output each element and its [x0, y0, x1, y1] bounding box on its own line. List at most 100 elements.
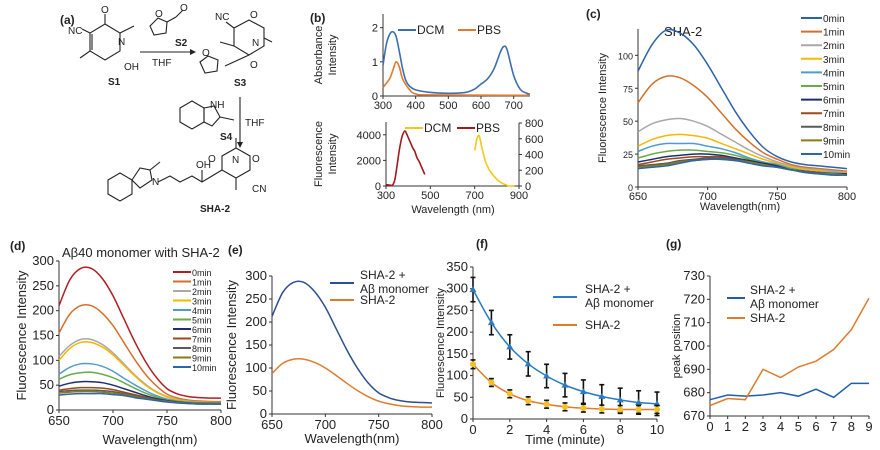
legend-label: 7min: [823, 109, 845, 120]
label-s3: S3: [234, 78, 247, 89]
y-tick-label: 0: [372, 91, 378, 103]
series-line: [385, 130, 426, 187]
molecule-s3: NC O N O O S3: [199, 10, 273, 89]
y-tick-label: 200: [245, 314, 267, 329]
y-axis-label: Absorbance: [313, 26, 325, 85]
y-tick-label: 300: [32, 253, 54, 268]
x-axis-label: Wavelength (nm): [411, 204, 494, 216]
series-0: [58, 266, 222, 399]
x-axis-label: Wavelength(nm): [305, 431, 400, 446]
data-point: [598, 406, 605, 413]
series-line: [709, 297, 870, 407]
legend-label: SHA-2: [585, 318, 621, 332]
data-point: [617, 406, 624, 413]
y-tick-label: 300: [446, 281, 468, 296]
chart-g: 0 1 2 3 4 5 6 7 8 9 670 680 690 700 710 720 730 peak posi…: [671, 268, 873, 434]
series-line: [58, 392, 221, 405]
legend-label: 0min: [192, 268, 212, 278]
legend-label: 9min: [823, 136, 845, 147]
series-0: [271, 280, 433, 404]
atom-n: N: [252, 38, 259, 49]
y-tick-label: 100: [446, 368, 468, 383]
y-tick-label: 100: [245, 360, 267, 375]
y-tick-label: 50: [623, 117, 633, 127]
y-axis-label: Fluorescence Intensity: [14, 270, 29, 401]
x-tick-label: 650: [48, 413, 70, 428]
x-tick-label: 700: [465, 190, 483, 202]
chart-f: 0 2 4 6 8 10050100150200250300350Fluorescence…: [435, 259, 664, 447]
legend-label: PBS: [476, 121, 500, 135]
series-8: [637, 157, 848, 176]
atom-n: N: [152, 177, 159, 188]
atom-n: N: [232, 155, 239, 166]
y-tick-label: 200: [446, 324, 468, 339]
series-2: [637, 117, 848, 174]
y-tick-label: 150: [32, 328, 54, 343]
x-axis-label: Wavelength(nm): [103, 432, 198, 447]
legend-label: DCM: [424, 121, 451, 135]
x-tick-label: 650: [629, 191, 647, 203]
legend-label: 3min: [823, 55, 845, 66]
legend: 0min1min2min3min4min5min6min7min8min9min…: [173, 268, 217, 373]
atom-n: N: [118, 37, 125, 48]
x-tick-label: 4: [777, 419, 784, 434]
x-tick-label: 750: [156, 413, 178, 428]
y-axis-label: Intensity: [327, 133, 339, 174]
y-tick-label: 2000: [357, 155, 381, 167]
atom-o: O: [208, 154, 216, 165]
legend-label: 2min: [192, 287, 212, 297]
data-point: [616, 396, 624, 403]
y-tick-label: 300: [245, 268, 267, 283]
panel-label-b: (b): [310, 11, 325, 25]
x-tick-label: 3: [759, 419, 766, 434]
legend-label: 3min: [192, 297, 212, 307]
x-tick-label: 650: [261, 417, 283, 432]
y-tick-label: 670: [683, 408, 705, 423]
y-tick-label: 720: [683, 291, 705, 306]
atom-oh: OH: [196, 160, 211, 171]
y-tick-label: 710: [683, 315, 705, 330]
chart-title: SHA-2: [664, 24, 702, 39]
y-tick-label: 250: [446, 302, 468, 317]
legend-label: Aβ monomer: [750, 297, 819, 311]
atom-o: O: [155, 9, 163, 20]
data-point: [488, 379, 495, 386]
panel-label-e: (e): [228, 243, 243, 257]
series-line: [473, 134, 515, 187]
atom-o: O: [250, 60, 258, 71]
data-point: [470, 361, 476, 368]
molecule-s1: O NC N OH S1: [68, 5, 139, 88]
x-tick-label: 4: [543, 422, 550, 437]
series-line: [637, 133, 848, 174]
x-tick-label: 1: [724, 419, 731, 434]
legend-label: 1min: [823, 28, 845, 39]
x-tick-label: 0: [469, 422, 476, 437]
panel-label-f: (f): [476, 237, 488, 251]
series-0: [637, 28, 848, 170]
legend-label: 5min: [823, 82, 845, 93]
x-tick-label: 400: [406, 100, 424, 112]
x-tick-label: 800: [210, 413, 232, 428]
series-line: [382, 60, 531, 97]
y-tick-label: 100: [618, 51, 633, 61]
panel-label-c: (c): [586, 7, 601, 21]
y-tick-label-right: 200: [525, 165, 543, 177]
y-tick-label: 50: [40, 377, 54, 392]
data-point: [635, 406, 642, 413]
y-tick-label: 75: [623, 84, 633, 94]
y-tick-label: 0: [628, 183, 633, 193]
x-tick-label: 700: [504, 100, 522, 112]
y-axis-label: Fluorescence Intensity: [224, 279, 239, 410]
data-point: [635, 398, 643, 405]
series-line: [637, 75, 848, 172]
series-line: [637, 28, 848, 170]
label-s2: S2: [175, 38, 188, 49]
legend-label: 10min: [192, 363, 217, 373]
data-point: [469, 286, 477, 293]
series-line: [382, 30, 531, 96]
data-point: [524, 360, 532, 367]
x-tick-label: 7: [830, 419, 837, 434]
series-line: [709, 382, 869, 401]
